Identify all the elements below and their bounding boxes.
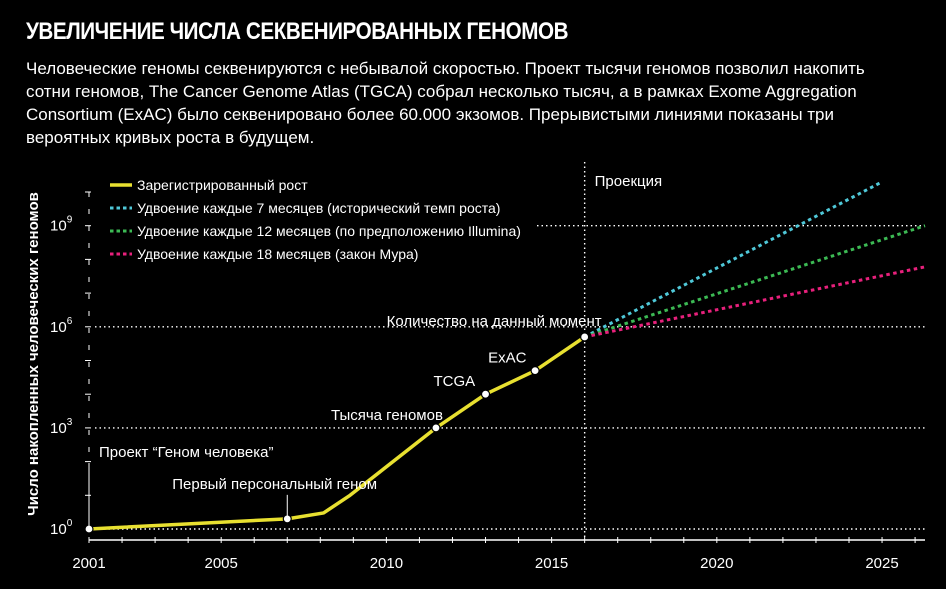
legend-label-0: Зарегистрированный рост [137,177,308,193]
annotation-label: Количество на данный момент [387,313,602,330]
annotation-label: ExAC [488,350,527,367]
projection-label: Проекция [595,173,662,190]
y-tick-label: 109 [50,215,73,235]
annotation-label: Тысяча геномов [331,407,443,424]
x-tick-label: 2001 [72,555,105,572]
page-subtitle: Человеческие геномы секвенируются с небы… [26,59,865,147]
y-tick-label: 100 [50,518,73,538]
annotation-label: Проект “Геном человека” [99,444,273,461]
data-point [480,389,491,399]
x-tick-label: 2020 [700,555,733,572]
x-tick-label: 2015 [535,555,568,572]
y-tick-label: 106 [50,316,73,336]
legend-label-2: Удвоение каждые 12 месяцев (по предполож… [137,223,521,239]
y-tick-label: 103 [50,417,73,437]
data-point [580,332,590,342]
x-tick-label: 2025 [865,555,898,572]
annotation-label: TCGA [434,373,476,390]
series-line-2 [584,224,926,339]
series-line-3 [584,265,926,339]
y-axis-label: Число накопленных человеческих геномов [25,192,42,516]
x-tick-label: 2010 [370,555,403,572]
data-point [431,423,441,433]
x-tick-label: 2005 [204,555,237,572]
series-line-1 [583,180,883,339]
legend-label-3: Удвоение каждые 18 месяцев (закон Мура) [137,246,418,262]
legend-label-1: Удвоение каждые 7 месяцев (исторический … [137,200,500,216]
annotation-label: Первый персональный геном [172,476,377,493]
series-line-0 [88,335,586,531]
data-point [530,366,540,376]
page-title: УВЕЛИЧЕНИЕ ЧИСЛА СЕКВЕНИРОВАННЫХ ГЕНОМОВ [26,18,569,45]
